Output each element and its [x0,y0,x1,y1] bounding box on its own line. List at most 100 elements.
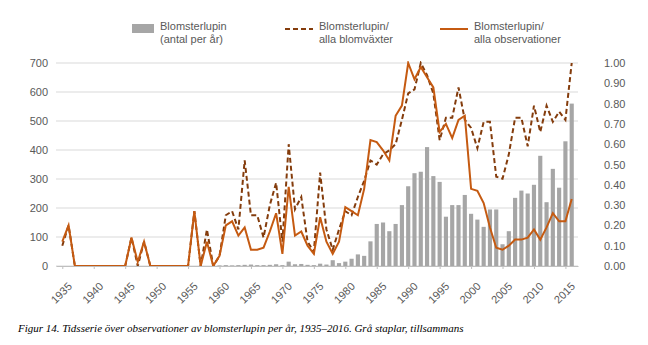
x-axis: 1935194019451950195519601965197019751980… [48,266,578,306]
bar [412,173,416,266]
bar [419,172,423,266]
bar [444,217,448,266]
bar [431,176,435,266]
tick: 1955 [174,266,200,306]
grid-line [56,208,578,209]
tick-label: 1960 [206,280,232,306]
tick: 1975 [300,266,326,306]
bar [507,231,511,266]
bar [331,260,335,266]
bar [217,265,221,266]
tick-label: 0.20 [604,219,625,231]
bar [463,195,467,266]
bar [129,266,133,267]
tick-mark [471,266,472,269]
bar [494,209,498,266]
bar [274,264,278,266]
tick-label: 2015 [552,280,578,306]
bar [513,198,517,266]
tick-label: 2005 [489,280,515,306]
bar [337,263,341,266]
tick: 1940 [80,266,106,306]
tick-mark [220,266,221,269]
tick-mark [251,266,252,269]
tick-label: 1.00 [604,57,625,69]
bar [312,265,316,266]
tick: 100 [30,231,56,243]
bar [261,265,265,266]
tick: 0.30 [578,199,625,211]
bar [381,223,385,267]
tick-label: 0.70 [604,118,625,130]
bar [400,205,404,266]
legend-swatch [285,28,313,30]
tick: 300 [30,173,56,185]
grid-line [56,92,578,93]
tick: 500 [30,115,56,127]
tick-label: 0.30 [604,199,625,211]
legend: Blomsterlupin(antal per år)Blomsterlupin… [132,20,561,45]
bar [387,231,391,266]
legend-item: Blomsterlupin/alla observationer [440,20,561,45]
tick-label: 1985 [363,280,389,306]
grid-line [56,150,578,151]
tick: 1.00 [578,57,625,69]
bar [299,264,303,266]
tick-mark [188,266,189,269]
tick-mark [62,266,63,269]
tick: 2000 [457,266,483,306]
tick-label: 300 [30,173,48,185]
bar [406,186,410,266]
bar [192,266,196,267]
tick-label: 1990 [394,280,420,306]
tick: 1965 [237,266,263,306]
tick: 0.20 [578,219,625,231]
tick: 700 [30,57,56,69]
line [62,63,571,266]
axis-line [57,266,579,267]
bar [570,104,574,266]
bar [249,265,253,266]
bar [236,265,240,266]
tick-mark [408,266,409,269]
tick: 0.70 [578,118,625,130]
tick-mark [503,266,504,269]
bar [557,188,561,266]
tick: 2015 [552,266,578,306]
bar [375,224,379,266]
tick-label: 1955 [174,280,200,306]
tick: 1985 [363,266,389,306]
tick-mark [125,266,126,269]
tick-label: 0.60 [604,138,625,150]
tick: 1970 [268,266,294,306]
tick: 1950 [143,266,169,306]
tick-label: 0.00 [604,260,625,272]
grid-line [56,121,578,122]
bar [224,265,228,266]
bar [268,265,272,266]
bar [142,266,146,267]
tick-label: 0.90 [604,77,625,89]
bar [469,214,473,266]
tick-mark [282,266,283,269]
tick-mark [94,266,95,269]
tick: 0 [42,260,56,272]
tick: 0.50 [578,159,625,171]
tick-label: 0.50 [604,159,625,171]
tick: 1935 [48,266,74,306]
tick-mark [377,266,378,269]
grid [56,63,578,266]
legend-item: Blomsterlupin/alla blomväxter [285,20,393,45]
bar [293,264,297,266]
tick-mark [345,266,346,269]
bar [255,265,259,266]
bar [394,224,398,266]
tick: 600 [30,86,56,98]
bar [563,141,567,266]
tick-label: 1945 [111,280,137,306]
tick-mark [565,266,566,269]
tick-label: 500 [30,115,48,127]
bar [60,266,64,267]
grid-line [56,63,578,64]
tick: 2010 [520,266,546,306]
